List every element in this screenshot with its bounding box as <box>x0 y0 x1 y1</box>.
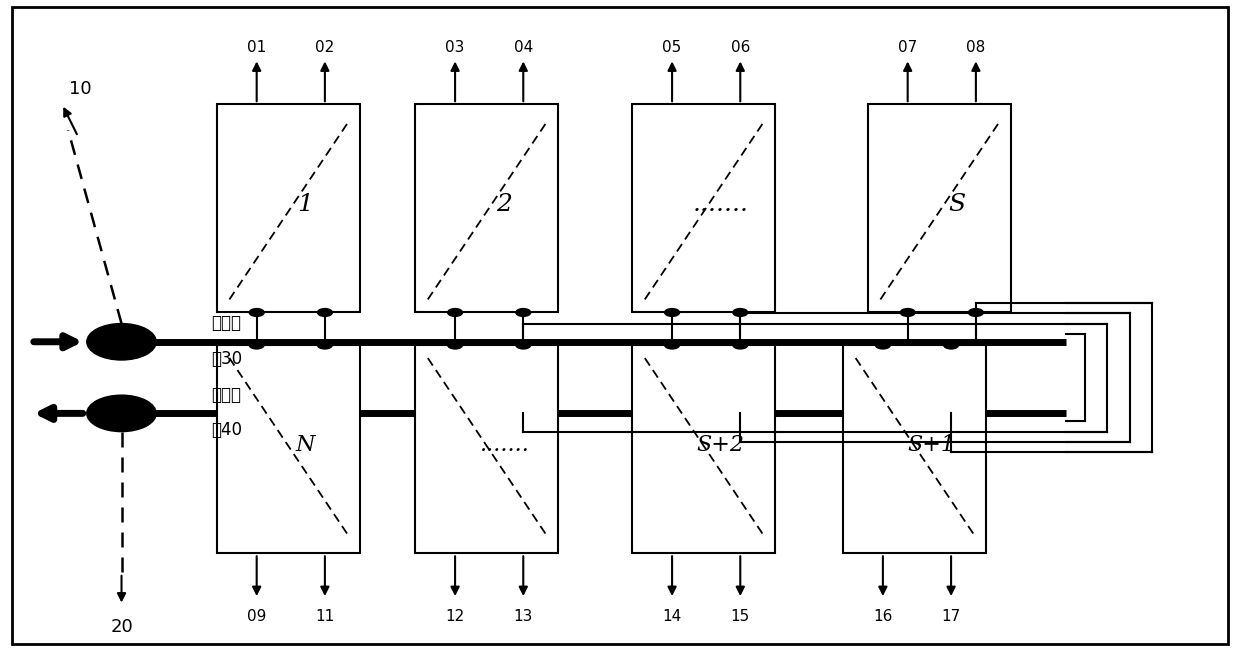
Text: N: N <box>295 434 315 456</box>
Bar <box>415 345 558 553</box>
Bar <box>632 104 775 312</box>
Text: 07: 07 <box>898 40 918 55</box>
Text: .......: ....... <box>479 434 528 456</box>
Text: 09: 09 <box>247 609 267 624</box>
Circle shape <box>87 395 156 432</box>
Text: 13: 13 <box>513 609 533 624</box>
Circle shape <box>249 341 264 349</box>
Circle shape <box>448 341 463 349</box>
Text: 06: 06 <box>730 40 750 55</box>
Circle shape <box>317 341 332 349</box>
Text: 2: 2 <box>496 193 512 215</box>
Circle shape <box>733 341 748 349</box>
Text: 进水回: 进水回 <box>211 314 241 332</box>
Text: S+1: S+1 <box>908 434 956 456</box>
Circle shape <box>900 309 915 316</box>
Circle shape <box>733 309 748 316</box>
Circle shape <box>317 309 332 316</box>
Text: 03: 03 <box>445 40 465 55</box>
Text: 全40: 全40 <box>211 421 242 439</box>
Bar <box>868 104 1011 312</box>
Circle shape <box>665 341 680 349</box>
Text: 1: 1 <box>298 193 314 215</box>
Text: 全30: 全30 <box>211 350 242 368</box>
Circle shape <box>87 324 156 360</box>
Text: 14: 14 <box>662 609 682 624</box>
Bar <box>217 345 360 553</box>
Circle shape <box>516 309 531 316</box>
Circle shape <box>516 341 531 349</box>
Text: 12: 12 <box>445 609 465 624</box>
Circle shape <box>665 309 680 316</box>
Circle shape <box>448 309 463 316</box>
Circle shape <box>249 309 264 316</box>
Text: 15: 15 <box>730 609 750 624</box>
Circle shape <box>944 341 959 349</box>
Text: 11: 11 <box>315 609 335 624</box>
Bar <box>217 104 360 312</box>
Text: 01: 01 <box>247 40 267 55</box>
Text: 20: 20 <box>110 618 133 637</box>
Text: 16: 16 <box>873 609 893 624</box>
Bar <box>632 345 775 553</box>
Text: .......: ....... <box>693 193 749 215</box>
Text: 10: 10 <box>69 79 92 98</box>
Text: 17: 17 <box>941 609 961 624</box>
Bar <box>843 345 986 553</box>
Circle shape <box>968 309 983 316</box>
Text: 02: 02 <box>315 40 335 55</box>
Text: S+2: S+2 <box>697 434 745 456</box>
Circle shape <box>875 341 890 349</box>
Text: 出水回: 出水回 <box>211 385 241 404</box>
Text: 08: 08 <box>966 40 986 55</box>
Text: S: S <box>947 193 965 215</box>
Text: 05: 05 <box>662 40 682 55</box>
Text: 04: 04 <box>513 40 533 55</box>
Bar <box>415 104 558 312</box>
